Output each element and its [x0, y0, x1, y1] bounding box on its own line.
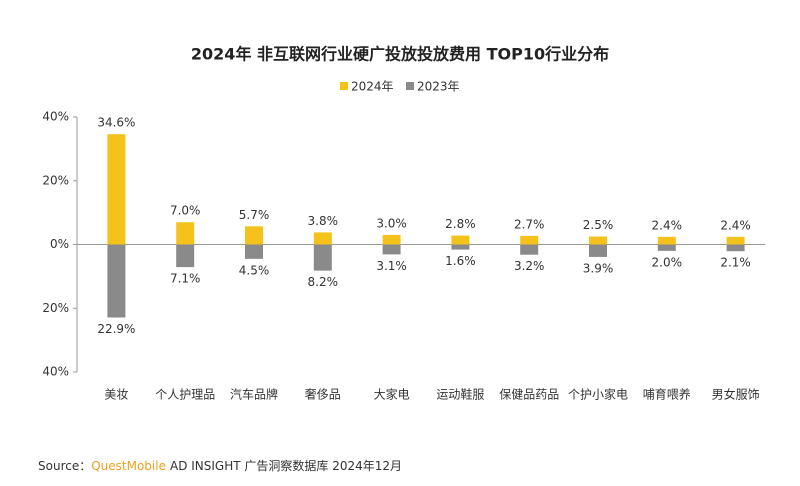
bar: [107, 244, 126, 318]
source-text: AD INSIGHT 广告洞察数据库 2024年12月: [170, 458, 402, 473]
source-brand: QuestMobile: [91, 459, 166, 473]
x-tick-label: 个人护理品: [155, 388, 215, 402]
bar: [589, 244, 607, 257]
value-label: 2.4%: [720, 218, 751, 232]
value-label: 1.6%: [445, 254, 476, 268]
value-label: 3.2%: [514, 259, 545, 273]
bar: [451, 235, 470, 245]
bar: [313, 232, 332, 245]
bar: [451, 244, 470, 250]
value-label: 5.7%: [239, 208, 270, 222]
x-tick-label: 奢侈品: [305, 388, 341, 402]
bar: [726, 244, 745, 252]
y-tick-label: 40%: [42, 110, 69, 124]
value-label: 3.9%: [583, 261, 614, 275]
value-label: 34.6%: [97, 116, 135, 130]
value-label: 8.2%: [308, 275, 339, 289]
value-label: 2.8%: [445, 217, 476, 231]
x-tick-label: 哺育喂养: [643, 387, 691, 402]
value-label: 2.0%: [652, 255, 683, 269]
value-label: 22.9%: [97, 322, 135, 336]
x-tick-label: 男女服饰: [712, 387, 760, 402]
value-label: 3.8%: [308, 214, 339, 228]
value-label: 2.1%: [720, 256, 751, 270]
bar: [313, 244, 332, 271]
y-tick-label: 20%: [42, 301, 69, 315]
bar: [107, 134, 126, 245]
x-tick-label: 运动鞋服: [436, 387, 484, 402]
bar: [176, 244, 195, 268]
bar: [520, 244, 539, 255]
bar: [245, 244, 263, 259]
legend-swatch: [406, 82, 414, 90]
bar: [657, 236, 676, 245]
value-label: 2.7%: [514, 217, 545, 231]
bar: [726, 236, 745, 245]
bar: [382, 244, 401, 255]
value-label: 4.5%: [239, 263, 270, 277]
bar: [176, 222, 195, 245]
bar: [245, 226, 263, 245]
bar: [589, 236, 607, 245]
value-label: 7.1%: [170, 272, 201, 286]
x-tick-label: 个护小家电: [568, 387, 628, 402]
bar: [520, 235, 539, 245]
source-label: Source：: [38, 459, 91, 473]
y-tick-label: 40%: [42, 365, 69, 379]
bar: [657, 244, 676, 251]
chart-title: 2024年 非互联网行业硬广投放投放费用 TOP10行业分布: [191, 45, 609, 64]
bar: [382, 234, 401, 245]
value-label: 3.0%: [376, 216, 407, 230]
x-tick-label: 大家电: [374, 387, 410, 402]
y-tick-label: 20%: [42, 173, 69, 187]
y-tick-label: 0%: [50, 237, 69, 251]
value-label: 2.4%: [652, 218, 683, 232]
legend-label: 2023年: [417, 80, 460, 94]
value-label: 3.1%: [376, 259, 407, 273]
source: Source：QuestMobile AD INSIGHT 广告洞察数据库 202…: [38, 458, 402, 473]
legend-swatch: [340, 82, 348, 90]
value-label: 7.0%: [170, 204, 201, 218]
x-tick-label: 保健品药品: [499, 388, 559, 402]
legend-label: 2024年: [351, 80, 394, 94]
x-tick-label: 汽车品牌: [230, 387, 278, 402]
x-tick-label: 美妆: [104, 388, 128, 402]
value-label: 2.5%: [583, 218, 614, 232]
